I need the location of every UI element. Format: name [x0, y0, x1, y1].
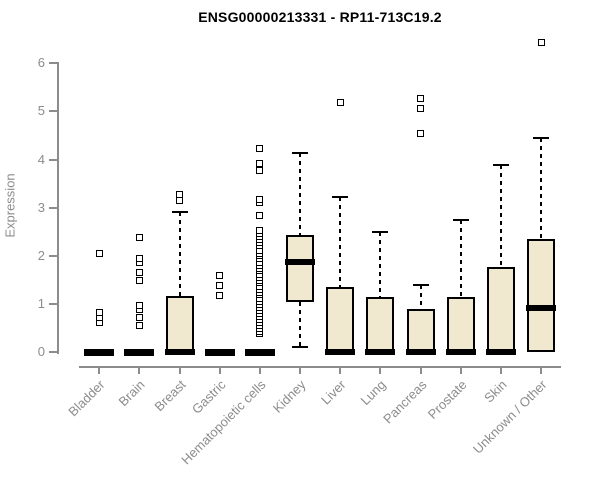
lower-whisker: [299, 301, 302, 348]
outlier-point: [417, 130, 425, 138]
outlier-point: [135, 234, 143, 242]
x-tick: [419, 367, 422, 374]
outlier-point: [135, 313, 143, 321]
outlier-point: [135, 322, 143, 330]
x-tick: [499, 367, 502, 374]
median-line: [164, 349, 195, 356]
median-line: [445, 349, 476, 356]
box: [165, 296, 194, 353]
outlier-point: [417, 94, 425, 102]
outlier-point: [256, 159, 264, 167]
x-tick: [540, 367, 543, 374]
upper-whisker-cap: [412, 284, 429, 287]
upper-whisker-cap: [372, 231, 389, 234]
outlier-point: [135, 268, 143, 276]
collapsed-box: [204, 349, 235, 357]
outlier-point: [336, 98, 344, 106]
upper-whisker-cap: [292, 152, 309, 155]
upper-whisker-cap: [492, 164, 509, 167]
y-axis-label: Expression: [2, 173, 18, 238]
upper-whisker: [419, 285, 422, 310]
upper-whisker: [299, 153, 302, 236]
lower-whisker-cap: [292, 346, 309, 349]
upper-whisker-cap: [171, 211, 188, 214]
collapsed-box: [84, 349, 115, 357]
x-axis-line: [79, 366, 562, 368]
outlier-point: [216, 271, 224, 279]
upper-whisker-cap: [533, 137, 550, 140]
upper-whisker: [178, 212, 181, 297]
upper-whisker: [379, 232, 382, 298]
upper-whisker: [339, 197, 342, 287]
y-tick: [49, 254, 57, 257]
y-tick-label: 6: [37, 55, 45, 71]
upper-whisker: [459, 220, 462, 298]
y-tick: [49, 206, 57, 209]
outlier-point: [216, 291, 224, 299]
upper-whisker: [499, 165, 502, 267]
x-tick: [98, 367, 101, 374]
collapsed-box: [244, 349, 275, 357]
outlier-point: [256, 226, 264, 234]
outlier-point: [256, 211, 264, 219]
x-tick: [339, 367, 342, 374]
outlier-point: [135, 277, 143, 285]
outlier-point: [537, 39, 545, 47]
outlier-point: [417, 105, 425, 113]
median-line: [285, 258, 316, 265]
outlier-point: [135, 254, 143, 262]
upper-whisker-cap: [332, 196, 349, 199]
upper-whisker-cap: [452, 219, 469, 222]
y-axis-line: [57, 62, 59, 355]
median-line: [405, 349, 436, 356]
x-tick: [138, 367, 141, 374]
y-tick-label: 0: [37, 344, 45, 360]
box: [366, 297, 395, 353]
y-tick-label: 2: [37, 247, 45, 263]
x-tick: [178, 367, 181, 374]
box: [527, 239, 556, 353]
outlier-point: [256, 166, 264, 174]
median-line: [365, 349, 396, 356]
box: [406, 309, 435, 353]
median-line: [526, 305, 557, 312]
collapsed-box: [124, 349, 155, 357]
x-tick: [379, 367, 382, 374]
outlier-point: [256, 195, 264, 203]
y-tick: [49, 62, 57, 65]
chart-title: ENSG00000213331 - RP11-713C19.2: [198, 9, 442, 25]
median-line: [485, 349, 516, 356]
y-tick-label: 4: [37, 151, 45, 167]
outlier-point: [95, 308, 103, 316]
x-tick: [459, 367, 462, 374]
x-tick: [299, 367, 302, 374]
y-tick-label: 3: [37, 199, 45, 215]
outlier-point: [135, 302, 143, 310]
outlier-point: [176, 191, 184, 199]
box: [446, 297, 475, 353]
y-tick-label: 1: [37, 296, 45, 312]
upper-whisker: [540, 138, 543, 240]
outlier-point: [256, 145, 264, 153]
x-tick: [218, 367, 221, 374]
box: [326, 286, 355, 353]
y-tick-label: 5: [37, 103, 45, 119]
box: [286, 235, 315, 302]
box: [486, 266, 515, 353]
outlier-point: [216, 281, 224, 289]
median-line: [325, 349, 356, 356]
y-tick: [49, 351, 57, 354]
x-tick: [258, 367, 261, 374]
y-tick: [49, 158, 57, 161]
y-tick: [49, 110, 57, 113]
y-tick: [49, 303, 57, 306]
outlier-point: [95, 250, 103, 258]
